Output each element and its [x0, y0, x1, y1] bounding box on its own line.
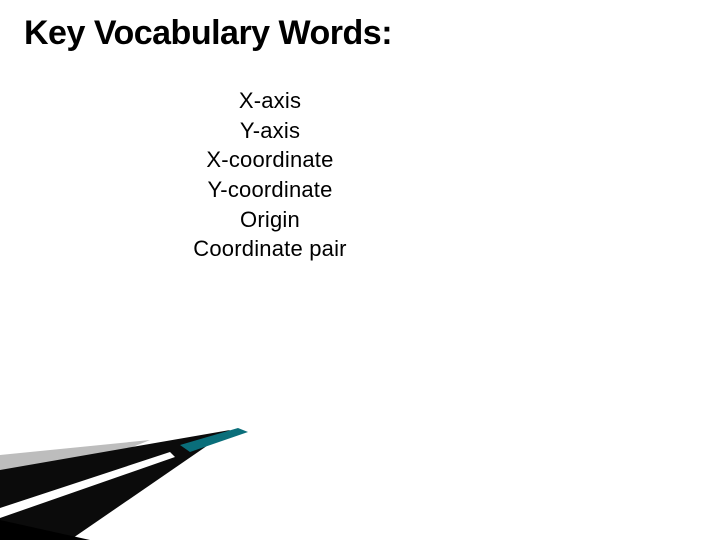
vocab-item: Y-coordinate: [0, 175, 540, 205]
slide: Key Vocabulary Words: X-axis Y-axis X-co…: [0, 0, 720, 540]
corner-decor-icon: [0, 360, 260, 540]
vocab-list: X-axis Y-axis X-coordinate Y-coordinate …: [0, 86, 540, 264]
vocab-item: Origin: [0, 205, 540, 235]
vocab-item: X-coordinate: [0, 145, 540, 175]
vocab-item: Coordinate pair: [0, 234, 540, 264]
page-title: Key Vocabulary Words:: [24, 14, 392, 53]
vocab-item: X-axis: [0, 86, 540, 116]
vocab-item: Y-axis: [0, 116, 540, 146]
